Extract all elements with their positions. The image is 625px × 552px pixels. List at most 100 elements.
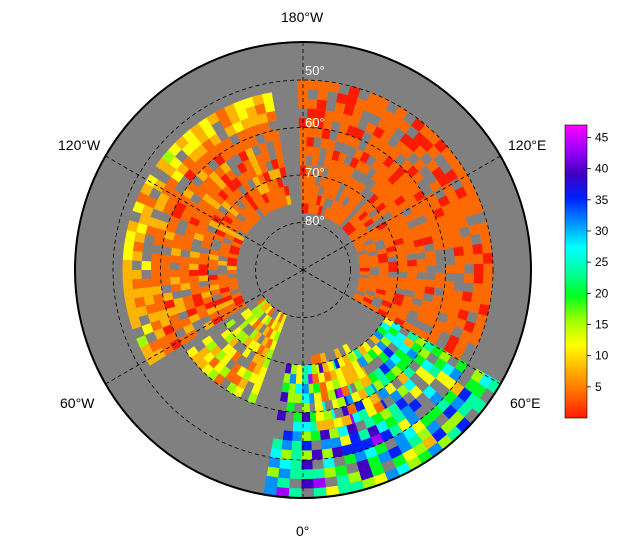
lat-label-70: 70°	[305, 165, 325, 180]
data-cell	[231, 326, 243, 337]
data-cell	[141, 204, 154, 217]
data-cell	[414, 335, 427, 348]
data-cell	[435, 370, 449, 385]
data-cell	[328, 81, 340, 93]
data-cell	[324, 178, 332, 189]
data-cell	[186, 222, 198, 233]
data-cell	[299, 146, 307, 156]
data-cell	[217, 224, 229, 234]
data-cell	[472, 283, 483, 294]
data-cell	[382, 346, 395, 359]
data-cell	[301, 412, 311, 422]
data-cell	[389, 114, 403, 128]
data-cell	[366, 246, 377, 253]
data-cell	[454, 255, 465, 265]
data-cell	[302, 364, 309, 375]
data-cell	[162, 204, 175, 216]
data-cell	[127, 220, 139, 233]
data-cell	[336, 92, 348, 105]
data-cell	[429, 179, 442, 193]
data-cell	[373, 367, 385, 380]
data-cell	[208, 311, 220, 321]
data-cell	[346, 351, 357, 363]
data-cell	[225, 302, 237, 312]
data-cell	[334, 367, 344, 379]
data-cell	[350, 190, 360, 202]
data-cell	[435, 398, 451, 413]
data-cell	[273, 331, 281, 342]
data-cell	[145, 303, 157, 315]
data-cell	[473, 263, 484, 274]
data-cell	[377, 280, 388, 286]
data-cell	[321, 128, 331, 140]
data-cell	[204, 230, 216, 239]
data-cell	[376, 117, 390, 131]
data-cell	[299, 127, 307, 138]
data-cell	[122, 270, 133, 281]
data-cell	[288, 488, 302, 498]
colorbar-tick-label: 35	[595, 193, 609, 207]
data-cell	[396, 249, 407, 257]
data-cell	[291, 450, 302, 460]
data-cell	[186, 329, 199, 341]
data-cell	[175, 304, 187, 314]
data-cell	[176, 162, 190, 176]
data-cell	[473, 253, 484, 264]
data-cell	[252, 176, 262, 188]
data-cell	[226, 145, 239, 158]
data-cell	[151, 261, 161, 270]
data-cell	[162, 292, 174, 302]
data-cell	[346, 188, 356, 199]
data-cell	[441, 182, 455, 196]
data-cell	[406, 348, 419, 361]
data-cell	[193, 232, 205, 242]
data-cell	[342, 221, 352, 231]
data-cell	[144, 196, 158, 209]
data-cell	[232, 295, 243, 303]
data-cell	[420, 359, 434, 373]
data-cell	[357, 388, 369, 400]
data-cell	[243, 219, 254, 229]
data-cell	[411, 117, 426, 132]
data-cell	[458, 195, 472, 209]
data-cell	[355, 160, 366, 172]
data-cell	[225, 211, 236, 221]
data-cell	[302, 383, 309, 394]
data-cell	[364, 204, 376, 215]
data-cell	[191, 210, 204, 221]
data-cell	[389, 206, 401, 217]
data-cell	[397, 260, 408, 267]
data-cell	[213, 233, 224, 242]
data-cell	[359, 260, 370, 265]
data-cell	[364, 384, 376, 397]
colorbar-tick-label: 25	[595, 255, 609, 269]
colorbar-tick-label: 15	[595, 317, 609, 331]
data-cell	[358, 227, 369, 236]
data-cell	[183, 169, 197, 182]
data-cell	[349, 116, 361, 128]
data-cell	[215, 229, 226, 238]
data-cell	[426, 257, 436, 266]
data-cell	[258, 142, 269, 154]
data-cell	[245, 203, 256, 214]
data-cell	[243, 192, 254, 204]
data-cell	[222, 185, 234, 197]
data-cell	[359, 376, 371, 389]
data-cell	[471, 201, 484, 215]
lat-label-50: 50°	[305, 63, 325, 78]
data-cell	[247, 392, 258, 405]
data-cell	[402, 234, 414, 244]
data-cell	[234, 233, 245, 242]
data-cell	[281, 196, 288, 207]
data-cell	[238, 320, 249, 330]
data-cell	[360, 300, 371, 308]
data-cell	[400, 404, 415, 419]
data-cell	[208, 219, 220, 229]
data-cell	[253, 197, 263, 209]
data-cell	[323, 371, 332, 382]
data-cell	[211, 315, 223, 326]
data-cell	[351, 217, 361, 227]
data-cell	[221, 200, 232, 211]
data-cell	[346, 125, 357, 137]
data-cell	[418, 306, 431, 317]
